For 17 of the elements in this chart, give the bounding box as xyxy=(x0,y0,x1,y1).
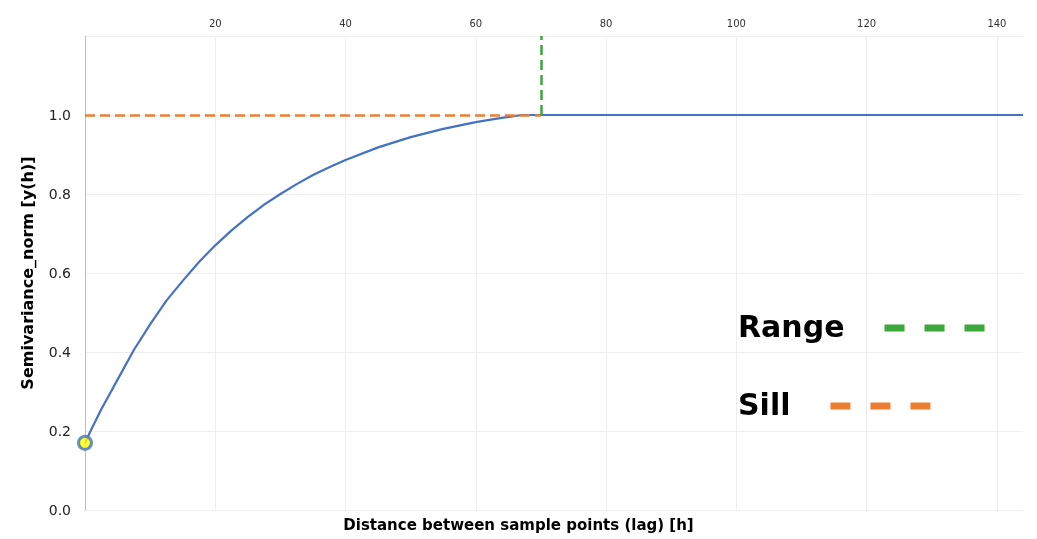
x-tick-label: 140 xyxy=(987,17,1007,29)
y-tick-label: 1.0 xyxy=(48,107,71,123)
y-tick-label: 0.8 xyxy=(48,186,71,202)
x-axis-title: Distance between sample points (lag) [h] xyxy=(343,515,694,534)
x-tick-label: 20 xyxy=(208,17,222,29)
y-tick-label: 0.4 xyxy=(48,344,72,360)
y-tick-label: 0.2 xyxy=(48,423,71,439)
x-tick-label: 40 xyxy=(339,17,352,29)
x-tick-label: 100 xyxy=(726,17,746,29)
x-tick-label: 80 xyxy=(599,17,613,29)
y-axis-title: Semivariance_norm [y(h)] xyxy=(17,156,37,390)
y-tick-label: 0.0 xyxy=(48,502,71,518)
x-tick-label: 60 xyxy=(469,17,483,29)
legend-label: Range xyxy=(738,308,845,344)
y-tick-label: 0.6 xyxy=(48,265,72,281)
legend-label: Sill xyxy=(738,386,791,422)
x-tick-label: 120 xyxy=(857,17,877,29)
